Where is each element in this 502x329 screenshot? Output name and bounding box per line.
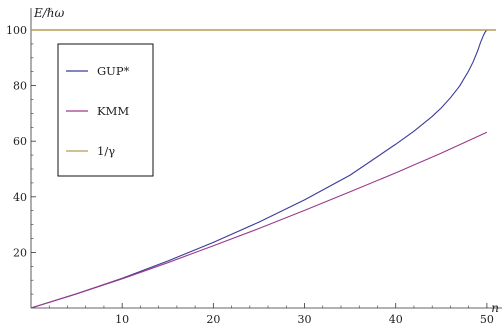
x-tick-label: 50 bbox=[480, 313, 494, 326]
series-layer bbox=[30, 29, 496, 309]
series-line-gup bbox=[30, 29, 488, 309]
legend: GUP* KMM 1/γ bbox=[57, 43, 154, 177]
x-tick-label: 20 bbox=[206, 313, 220, 326]
axes: 10 20 30 40 50 20 40 60 80 100 bbox=[6, 8, 502, 326]
x-tick-label: 10 bbox=[115, 313, 129, 326]
x-tick-label: 30 bbox=[298, 313, 312, 326]
x-axis-label: n bbox=[491, 301, 499, 315]
x-tick-label: 40 bbox=[389, 313, 403, 326]
y-tick-label: 100 bbox=[6, 24, 27, 37]
legend-label: GUP* bbox=[97, 64, 130, 78]
series-line-kmm bbox=[30, 131, 488, 309]
y-tick-label: 80 bbox=[13, 80, 27, 93]
legend-label: 1/γ bbox=[97, 144, 115, 158]
legend-box bbox=[57, 43, 154, 177]
y-axis-label: E/ℏω bbox=[33, 6, 65, 20]
legend-label: KMM bbox=[97, 104, 129, 118]
y-tick-label: 40 bbox=[13, 191, 27, 204]
y-tick-label: 60 bbox=[13, 135, 27, 148]
y-tick-label: 20 bbox=[13, 246, 27, 259]
